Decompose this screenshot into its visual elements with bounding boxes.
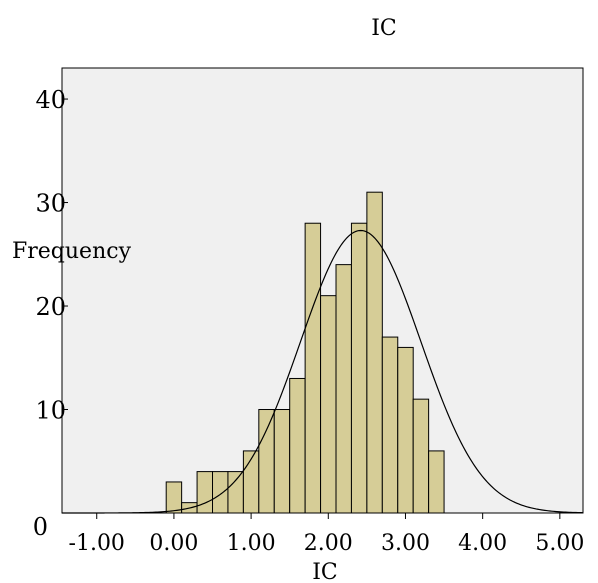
x-tick-label-3: 2.00 [304, 531, 353, 556]
y-tick-label-1: 10 [35, 397, 66, 425]
x-tick-label-2: 1.00 [227, 531, 276, 556]
y-tick-label-2: 20 [35, 293, 66, 321]
axes [62, 98, 561, 519]
histogram-bar-6 [258, 409, 275, 514]
x-axis-label: IC [312, 560, 338, 583]
histogram-bar-7 [273, 409, 291, 514]
x-tick-label-0: -1.00 [69, 531, 125, 556]
y-tick-label-0: 0 [33, 513, 48, 541]
histogram-bar-12 [350, 222, 368, 514]
y-axis-label: Frequency [12, 239, 132, 264]
histogram-bar-13 [366, 191, 383, 514]
histogram-bar-0 [165, 481, 183, 514]
histogram-bar-3 [212, 471, 229, 514]
histogram-bar-11 [335, 264, 352, 514]
x-tick-label-5: 4.00 [458, 531, 507, 556]
y-tick-label-3: 30 [35, 190, 66, 218]
histogram-bar-14 [381, 336, 399, 514]
y-tick-label-4: 40 [35, 86, 66, 114]
histogram-bar-10 [320, 295, 337, 514]
normal-curve [62, 229, 584, 514]
histogram-bars [165, 191, 445, 514]
histogram-bar-15 [397, 346, 414, 514]
x-tick-label-4: 3.00 [381, 531, 430, 556]
histogram-bar-17 [428, 450, 445, 514]
histogram-bar-2 [196, 471, 214, 514]
histogram-bar-9 [304, 222, 322, 514]
histogram-bar-4 [227, 471, 244, 514]
x-tick-label-6: 5.00 [535, 531, 584, 556]
histogram-bar-16 [412, 398, 430, 514]
histogram-bar-8 [289, 377, 306, 514]
x-tick-label-1: 0.00 [149, 531, 198, 556]
chart-title: IC [371, 16, 397, 41]
tick-labels: -1.00 0.00 1.00 2.00 3.00 4.00 5.00 0 10 20 30 40 [33, 86, 585, 556]
